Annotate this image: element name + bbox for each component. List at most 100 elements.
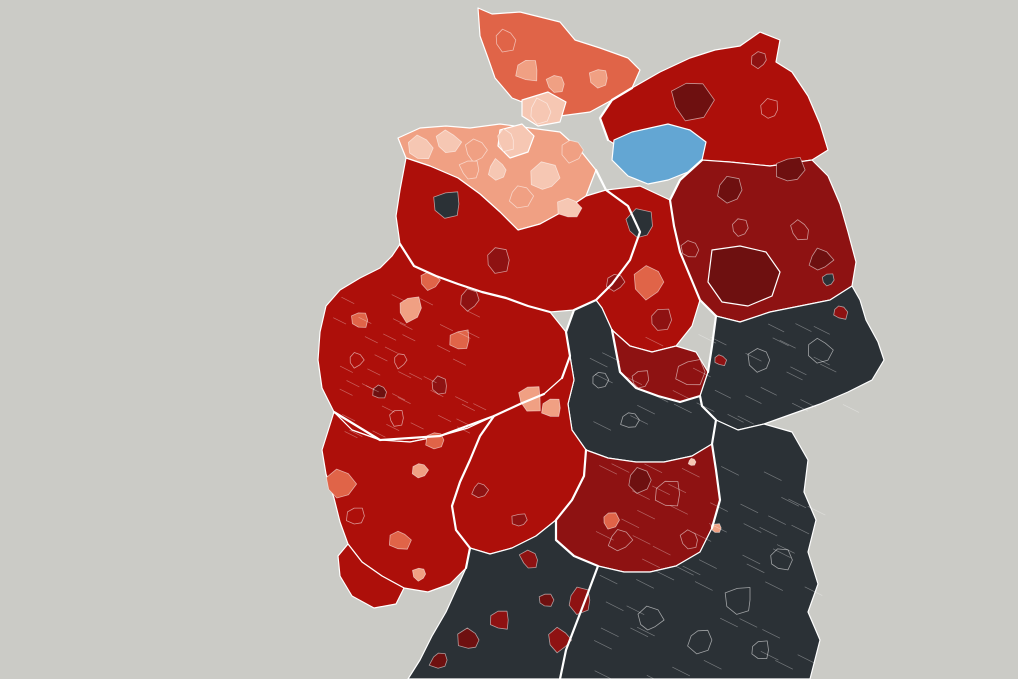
state-border-2 bbox=[554, 448, 600, 679]
state-border-7 bbox=[398, 242, 552, 314]
district-boundary-thuringia bbox=[696, 402, 715, 412]
district-boundary-saxony bbox=[745, 395, 762, 404]
district-69 bbox=[770, 548, 793, 571]
district-40 bbox=[680, 240, 700, 258]
district-54 bbox=[628, 467, 652, 494]
district-boundary-nrw bbox=[437, 345, 451, 353]
district-boundary-bavaria bbox=[746, 563, 765, 574]
district-boundary-bavaria bbox=[611, 463, 630, 473]
district-boundary-bavaria bbox=[642, 558, 660, 569]
district-boundary-nrw bbox=[349, 429, 363, 437]
district-18 bbox=[399, 296, 422, 324]
district-17 bbox=[351, 312, 369, 328]
district-49 bbox=[808, 247, 835, 271]
district-12 bbox=[488, 158, 507, 181]
district-boundary-bavaria bbox=[743, 523, 762, 533]
district-44 bbox=[671, 82, 715, 122]
district-58 bbox=[568, 586, 591, 615]
district-55 bbox=[654, 480, 680, 507]
district-boundary-bavaria bbox=[631, 490, 650, 500]
district-28 bbox=[349, 352, 365, 369]
district-boundary-nrw bbox=[339, 388, 353, 396]
district-boundary-bavaria bbox=[595, 531, 614, 541]
district-68 bbox=[724, 587, 751, 615]
district-boundary-bavaria bbox=[652, 485, 670, 496]
district-26 bbox=[326, 468, 357, 499]
district-34 bbox=[511, 513, 528, 527]
district-35 bbox=[346, 507, 365, 525]
district-boundary-saxony bbox=[737, 415, 754, 425]
district-boundary-saxony bbox=[820, 363, 837, 373]
district-boundary-nrw bbox=[473, 403, 487, 411]
district-boundary-nrw bbox=[457, 331, 471, 339]
district-boundary-nrw bbox=[461, 403, 475, 411]
district-boundary-bavaria bbox=[630, 627, 649, 638]
district-43 bbox=[631, 370, 650, 389]
district-47 bbox=[760, 98, 778, 119]
district-boundary-nrw bbox=[398, 371, 412, 379]
district-boundary-bavaria bbox=[694, 581, 713, 591]
district-boundary-saxony bbox=[772, 337, 789, 347]
district-boundary-thuringia bbox=[673, 403, 692, 414]
district-boundary-thuringia bbox=[672, 390, 691, 400]
district-72 bbox=[637, 605, 665, 631]
district-boundary-bavaria bbox=[763, 471, 782, 481]
district-48 bbox=[751, 51, 767, 70]
district-detail-layer bbox=[326, 28, 860, 679]
district-boundary-thuringia bbox=[589, 357, 608, 368]
district-boundary-bavaria bbox=[742, 554, 761, 565]
district-boundary-bavaria bbox=[760, 650, 779, 661]
district-74 bbox=[808, 337, 834, 364]
district-52 bbox=[833, 305, 849, 320]
district-boundary-bavaria bbox=[791, 524, 810, 535]
district-41 bbox=[651, 308, 672, 331]
district-boundary-saxony bbox=[714, 389, 732, 399]
district-boundary-nrw bbox=[358, 316, 372, 324]
district-62 bbox=[687, 458, 697, 466]
district-boundary-nrw bbox=[344, 431, 358, 439]
district-boundary-bavaria bbox=[739, 618, 758, 628]
district-14 bbox=[557, 197, 583, 218]
district-boundary-bavaria bbox=[768, 515, 786, 525]
district-boundary-bavaria bbox=[804, 586, 823, 596]
district-13 bbox=[458, 160, 480, 180]
district-boundary-bavaria bbox=[775, 660, 793, 670]
district-33 bbox=[471, 482, 489, 498]
district-51 bbox=[732, 218, 749, 237]
district-boundary-bavaria bbox=[772, 548, 791, 558]
district-boundary-saxony bbox=[727, 413, 744, 423]
district-4 bbox=[530, 97, 552, 125]
district-boundary-bavaria bbox=[600, 627, 619, 637]
district-73 bbox=[747, 348, 771, 373]
district-23 bbox=[460, 288, 480, 312]
state-border-0 bbox=[560, 168, 642, 380]
district-boundary-nrw bbox=[423, 376, 437, 384]
district-boundary-nrw bbox=[397, 396, 411, 404]
district-boundary-nrw bbox=[438, 415, 452, 423]
district-boundary-saxony bbox=[795, 323, 812, 332]
district-6 bbox=[515, 60, 538, 82]
district-boundary-bavaria bbox=[721, 466, 740, 476]
district-75 bbox=[714, 354, 727, 366]
state-border-3 bbox=[332, 392, 546, 442]
district-24 bbox=[487, 247, 510, 274]
district-1 bbox=[435, 129, 463, 153]
district-boundary-bavaria bbox=[636, 579, 655, 589]
district-boundary-nrw bbox=[342, 414, 356, 422]
district-65 bbox=[457, 627, 480, 649]
district-7 bbox=[495, 28, 517, 53]
district-boundary-nrw bbox=[364, 336, 378, 344]
district-boundary-thuringia bbox=[624, 375, 643, 386]
district-boundary-bavaria bbox=[693, 532, 712, 542]
district-boundary-nrw bbox=[409, 372, 423, 380]
district-boundary-nrw bbox=[346, 380, 360, 388]
district-boundary-nrw bbox=[430, 389, 444, 397]
district-boundary-bavaria bbox=[594, 670, 613, 679]
district-boundary-nrw bbox=[392, 393, 406, 401]
district-boundary-bavaria bbox=[720, 617, 738, 628]
district-64 bbox=[490, 610, 509, 630]
region-saarland bbox=[337, 543, 405, 609]
district-boundary-saxony bbox=[745, 352, 762, 362]
district-boundary-bavaria bbox=[605, 601, 624, 611]
district-boundary-bavaria bbox=[807, 506, 826, 516]
